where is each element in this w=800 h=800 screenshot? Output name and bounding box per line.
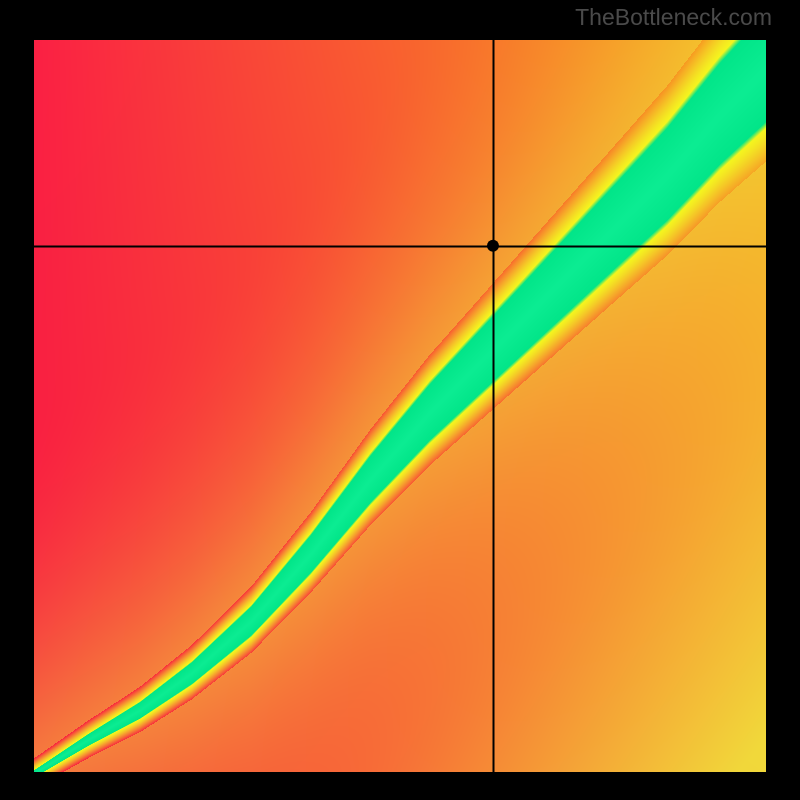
bottleneck-heatmap-canvas — [28, 34, 772, 778]
bottleneck-heatmap-container — [28, 34, 772, 778]
watermark-text: TheBottleneck.com — [575, 4, 772, 31]
